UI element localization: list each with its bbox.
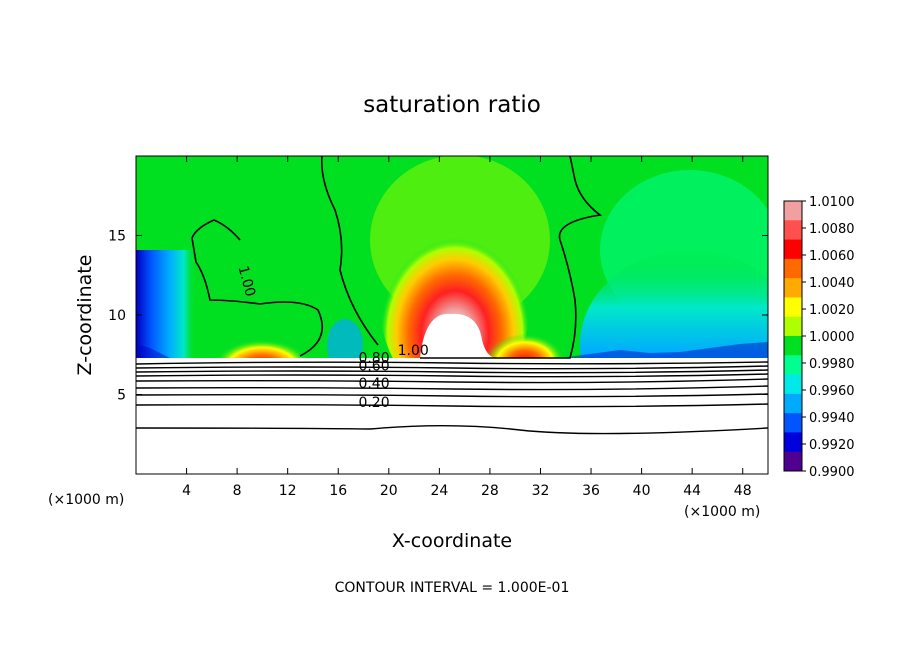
- ground-line: [136, 403, 768, 408]
- contour-label: 0.40: [358, 376, 389, 392]
- colorbar-swatch: [784, 239, 802, 260]
- colorbar-label: 1.0020: [809, 303, 855, 318]
- y-tick-label: 5: [117, 388, 126, 404]
- x-tick-label: 4: [182, 483, 191, 499]
- colorbar: 1.0100 1.0080 1.0060 1.0040 1.0020 1.0000 0.99…: [783, 195, 855, 480]
- x-tick-label: 48: [734, 483, 752, 499]
- x-tick-label: 32: [532, 483, 550, 499]
- contour-label: 0.20: [358, 395, 389, 411]
- colorbar-swatch: [784, 220, 802, 241]
- contour-labels: 1.00 1.00 0.800.600.40 0.20: [235, 264, 429, 411]
- ground-line: [136, 361, 768, 365]
- ground-line: [136, 365, 768, 370]
- colorbar-label: 0.9960: [809, 384, 855, 399]
- ground-line: [136, 378, 768, 384]
- colorbar-label: 1.0100: [809, 195, 855, 210]
- colorbar-label: 1.0000: [809, 330, 855, 345]
- cloud-base-edge: [136, 342, 768, 358]
- contour-label: 0.60: [358, 359, 389, 375]
- contour-1.00-left: [191, 219, 323, 357]
- x-tick-label: 44: [683, 483, 701, 499]
- chart-title: saturation ratio: [363, 92, 541, 118]
- x-tick-label: 12: [279, 483, 297, 499]
- contour-interval-footer: CONTOUR INTERVAL = 1.000E-01: [335, 580, 570, 596]
- x-tick-label: 28: [481, 483, 499, 499]
- colorbar-swatch: [784, 413, 802, 433]
- colorbar-label: 1.0040: [809, 276, 855, 291]
- x-tick-label: 8: [233, 483, 242, 499]
- colorbar-swatch: [784, 316, 802, 337]
- colorbar-label: 0.9920: [809, 438, 855, 453]
- colorbar-label: 0.9980: [809, 357, 855, 372]
- ground-line: [136, 373, 768, 378]
- colorbar-swatch: [784, 355, 802, 376]
- colorbar-swatch: [784, 201, 802, 221]
- ground-line: [136, 385, 768, 391]
- contour-label: 1.00: [235, 264, 259, 298]
- y-axis-label: Z-coordinate: [74, 255, 96, 376]
- colorbar-label: 0.9940: [809, 411, 855, 426]
- colorbar-label: 1.0080: [809, 222, 855, 237]
- x-tick-label: 16: [329, 483, 347, 499]
- colorbar-swatch: [784, 297, 802, 318]
- saturation-field: [136, 156, 768, 474]
- colorbar-label: 1.0060: [809, 249, 855, 264]
- colorbar-swatch: [784, 393, 802, 414]
- ground-contour-lines: [136, 361, 768, 435]
- ground-line: [136, 425, 768, 435]
- ground-line: [136, 369, 768, 374]
- colorbar-swatch: [784, 258, 802, 279]
- contour-label: 1.00: [398, 343, 429, 359]
- x-tick-label: 20: [380, 483, 398, 499]
- ground-line: [136, 393, 768, 398]
- x-tick-label: 24: [430, 483, 448, 499]
- colorbar-swatch: [784, 432, 802, 453]
- y-axis: 5 10 15: [108, 229, 768, 404]
- colorbar-swatch: [784, 374, 802, 395]
- x-tick-label: 36: [582, 483, 600, 499]
- below-cloud-white: [136, 358, 768, 474]
- colorbar-label: 0.9900: [809, 465, 855, 480]
- colorbar-swatch: [784, 278, 802, 298]
- x-axis: 4 8 12 16 20 24 28 32 36 40 44 48: [182, 156, 752, 499]
- y-tick-label: 10: [108, 308, 126, 324]
- colorbar-swatch: [784, 451, 802, 472]
- left-cold-region: [136, 250, 196, 360]
- x-axis-label: X-coordinate: [392, 530, 512, 552]
- colorbar-swatch: [784, 336, 802, 356]
- x-unit-left: (×1000 m): [48, 492, 124, 508]
- cloud-core-white: [420, 313, 495, 358]
- contour-1.00-main: [320, 156, 602, 359]
- x-unit-right: (×1000 m): [684, 504, 760, 520]
- contour-label: 0.80: [358, 351, 389, 367]
- y-tick-label: 15: [108, 229, 126, 245]
- x-tick-label: 40: [633, 483, 651, 499]
